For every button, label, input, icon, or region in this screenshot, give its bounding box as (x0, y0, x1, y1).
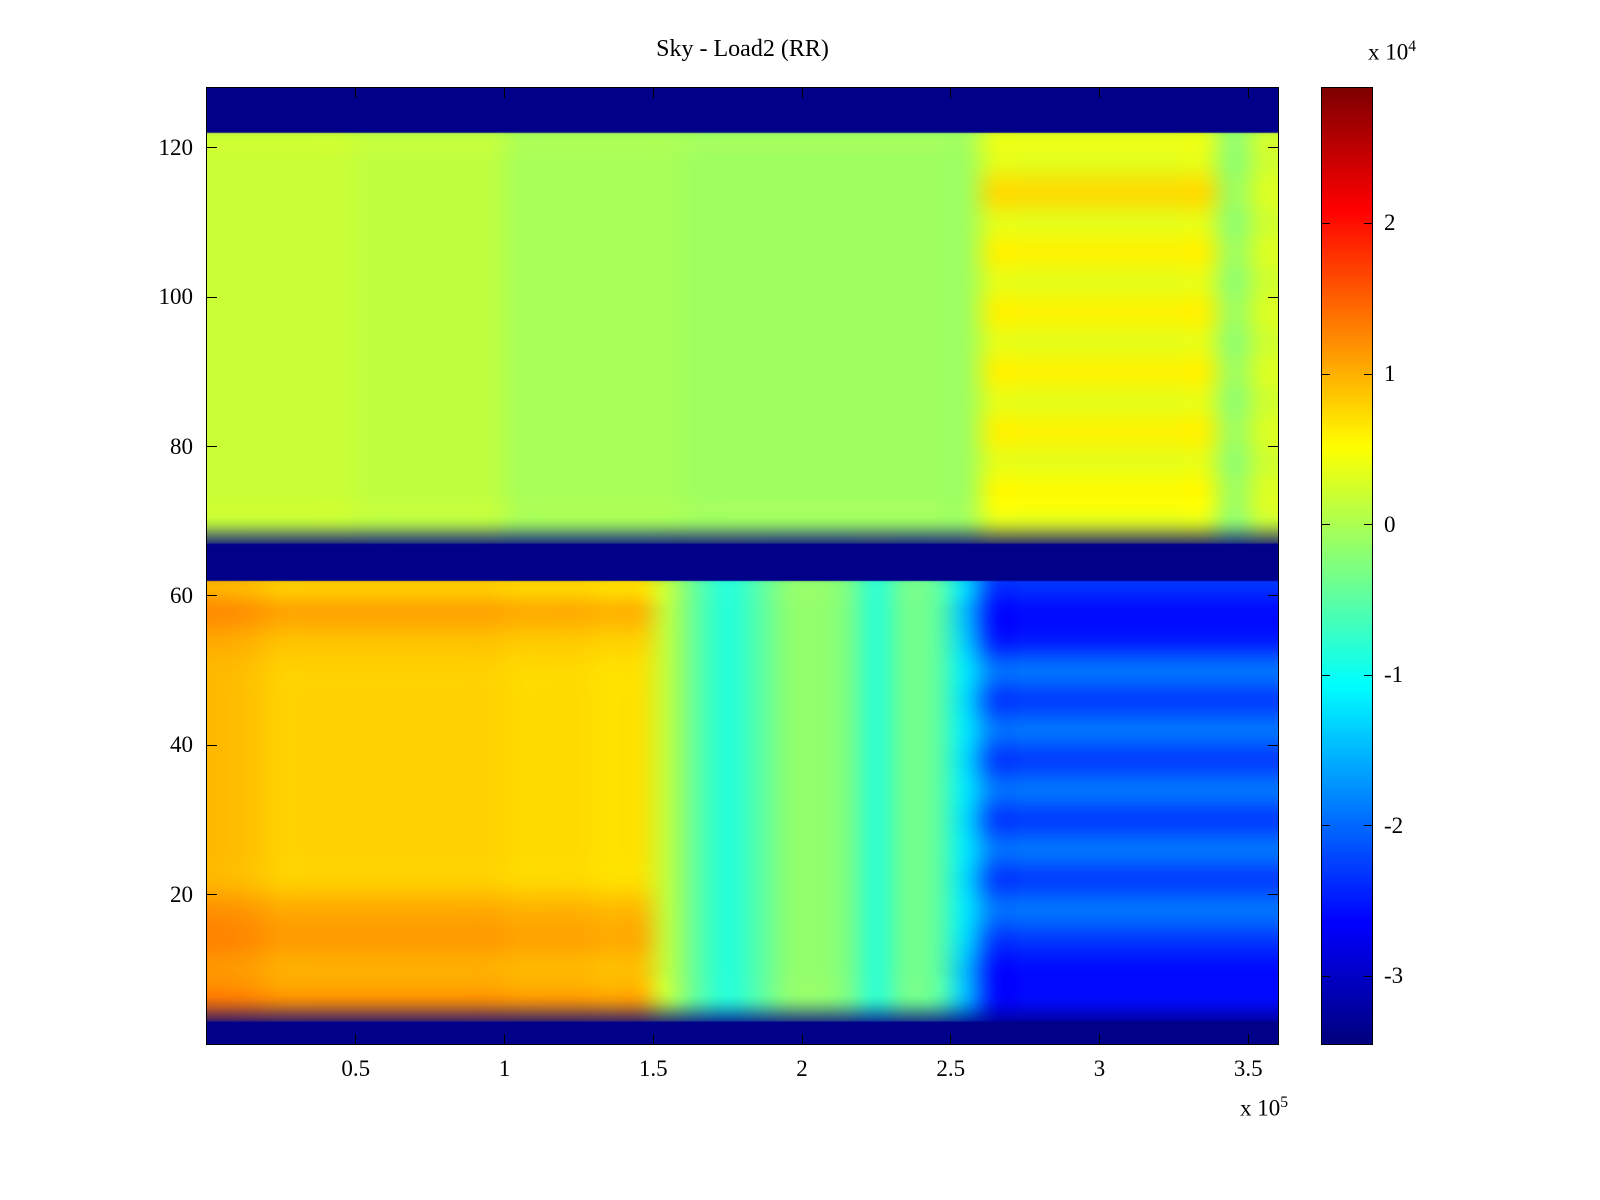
colorbar-tick-mark (1322, 825, 1330, 827)
x-axis-exponent-label: x 105 (1168, 1094, 1288, 1122)
y-tick-mark (1268, 296, 1278, 298)
x-tick-label: 1 (498, 1056, 511, 1081)
y-tick-mark (1268, 744, 1278, 746)
colorbar-tick-mark (1322, 373, 1330, 375)
y-tick-label: 40 (170, 732, 193, 758)
y-tick-label: 60 (170, 582, 193, 608)
x-tick-mark (1247, 1034, 1249, 1044)
colorbar-exponent-label: x 104 (1368, 38, 1416, 66)
y-tick-label: 120 (158, 134, 194, 160)
y-tick-mark (207, 894, 217, 896)
x-tick-mark (950, 1034, 952, 1044)
x-tick-label: 0.5 (341, 1056, 371, 1081)
x-tick-mark (1247, 88, 1249, 98)
y-tick-label: 80 (170, 433, 193, 459)
x-tick-mark (652, 88, 654, 98)
y-tick-mark (1268, 147, 1278, 149)
x-tick-mark (1099, 1034, 1100, 1044)
x-tick-mark (652, 1034, 654, 1044)
y-tick-mark (207, 446, 217, 447)
x-tick-mark (355, 1034, 357, 1044)
colorbar-tick-mark (1322, 975, 1330, 977)
y-tick-label: 100 (158, 284, 194, 310)
colorbar-tick-label: 0 (1384, 511, 1396, 537)
x-tick-mark (504, 1034, 505, 1044)
x-exp-power: 5 (1280, 1094, 1288, 1111)
x-tick-mark (801, 1034, 803, 1044)
x-tick-mark (355, 88, 357, 98)
y-tick-mark (1268, 894, 1278, 896)
x-tick-label: 3.5 (1233, 1056, 1263, 1081)
cbar-exp-base: x 10 (1368, 39, 1409, 65)
colorbar-tick-label: -2 (1384, 812, 1404, 838)
x-tick-mark (950, 88, 952, 98)
plot-title: Sky - Load2 (RR) (656, 36, 829, 62)
x-tick-mark (504, 88, 505, 98)
y-tick-mark (207, 147, 217, 149)
x-tick-mark (1099, 88, 1100, 98)
y-tick-mark (207, 595, 217, 597)
y-tick-label: 20 (170, 881, 193, 907)
colorbar (1321, 87, 1373, 1045)
colorbar-tick-label: -3 (1384, 963, 1404, 989)
x-exp-base: x 10 (1239, 1095, 1281, 1121)
colorbar-tick-label: 2 (1384, 210, 1396, 236)
colorbar-tick-label: 1 (1384, 361, 1396, 387)
x-tick-label: 2 (796, 1056, 808, 1081)
colorbar-canvas (1322, 88, 1372, 1044)
plot-area (206, 87, 1279, 1045)
y-tick-mark (1268, 595, 1278, 597)
cbar-exp-power: 4 (1408, 38, 1417, 55)
heatmap-canvas (207, 88, 1278, 1044)
colorbar-tick-mark (1364, 222, 1372, 224)
colorbar-tick-mark (1364, 373, 1372, 375)
y-tick-mark (207, 744, 217, 746)
colorbar-tick-mark (1322, 222, 1330, 224)
y-tick-mark (207, 296, 217, 298)
y-tick-mark (1268, 446, 1278, 447)
colorbar-tick-mark (1322, 524, 1330, 526)
colorbar-tick-mark (1364, 524, 1372, 526)
x-tick-mark (801, 88, 803, 98)
x-tick-label: 1.5 (638, 1056, 668, 1081)
colorbar-tick-mark (1364, 975, 1372, 977)
x-tick-label: 3 (1093, 1056, 1106, 1081)
x-tick-label: 2.5 (936, 1056, 966, 1081)
colorbar-tick-mark (1364, 674, 1372, 676)
colorbar-tick-mark (1364, 825, 1372, 827)
colorbar-tick-mark (1322, 674, 1330, 676)
colorbar-tick-label: -1 (1384, 662, 1404, 688)
